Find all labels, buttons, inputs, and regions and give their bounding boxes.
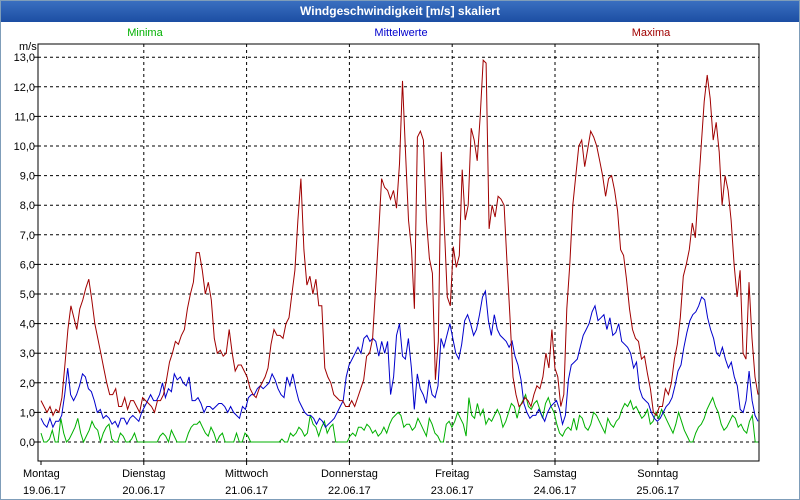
y-tick-label: 2,0 — [20, 378, 35, 390]
x-axis-ticks: Montag 19.06.17 Dienstag 20.06.17 Mittwoch 21… — [23, 461, 679, 497]
x-tick-label-date: 24.06.17 — [534, 485, 577, 497]
x-tick-label-date: 21.06.17 — [225, 485, 268, 497]
y-tick-label: 1,0 — [20, 407, 35, 419]
x-tick-label-day: Mittwoch — [225, 468, 268, 480]
y-tick-label: 12,0 — [14, 82, 35, 94]
y-tick-label: 11,0 — [14, 111, 35, 123]
y-tick-label: 3,0 — [20, 348, 35, 360]
grid-lines — [38, 44, 759, 461]
x-tick-label-date: 25.06.17 — [636, 485, 679, 497]
x-tick-label-day: Montag — [23, 468, 60, 480]
y-tick-label: 6,0 — [20, 259, 35, 271]
y-tick-label: 7,0 — [20, 230, 35, 242]
legend-minima: Minima — [127, 27, 163, 39]
series-line-maxima — [40, 59, 759, 417]
y-axis-ticks: 0,0 1,0 2,0 3,0 4,0 5,0 6,0 7,0 8,0 9,0 10,0 11,0 12… — [14, 52, 38, 449]
x-tick-label-day: Freitag — [435, 468, 469, 480]
x-tick-label-day: Donnerstag — [321, 468, 378, 480]
legend-mittelwerte: Mittelwerte — [374, 27, 427, 39]
plot-area — [37, 43, 760, 462]
y-tick-label: 9,0 — [20, 171, 35, 183]
series-line-minima — [40, 393, 758, 444]
x-tick-label-date: 22.06.17 — [328, 485, 371, 497]
y-tick-label: 5,0 — [20, 289, 35, 301]
window-title: Windgeschwindigkeit [m/s] skaliert — [1, 1, 799, 22]
x-tick-label-day: Sonntag — [637, 468, 678, 480]
y-tick-label: 0,0 — [20, 437, 35, 449]
y-tick-label: 8,0 — [20, 200, 35, 212]
x-tick-label-day: Samstag — [533, 468, 576, 480]
legend-maxima: Maxima — [632, 27, 671, 39]
y-tick-label: 10,0 — [14, 141, 35, 153]
x-tick-label-date: 19.06.17 — [23, 485, 66, 497]
y-axis-unit: m/s — [19, 41, 37, 53]
series-line-mittelwerte — [40, 289, 759, 429]
x-tick-label-date: 23.06.17 — [431, 485, 474, 497]
y-tick-label: 4,0 — [20, 319, 35, 331]
x-tick-label-date: 20.06.17 — [122, 485, 165, 497]
x-tick-label-day: Dienstag — [122, 468, 165, 480]
y-tick-label: 13,0 — [14, 52, 35, 64]
series-lines — [40, 59, 759, 444]
